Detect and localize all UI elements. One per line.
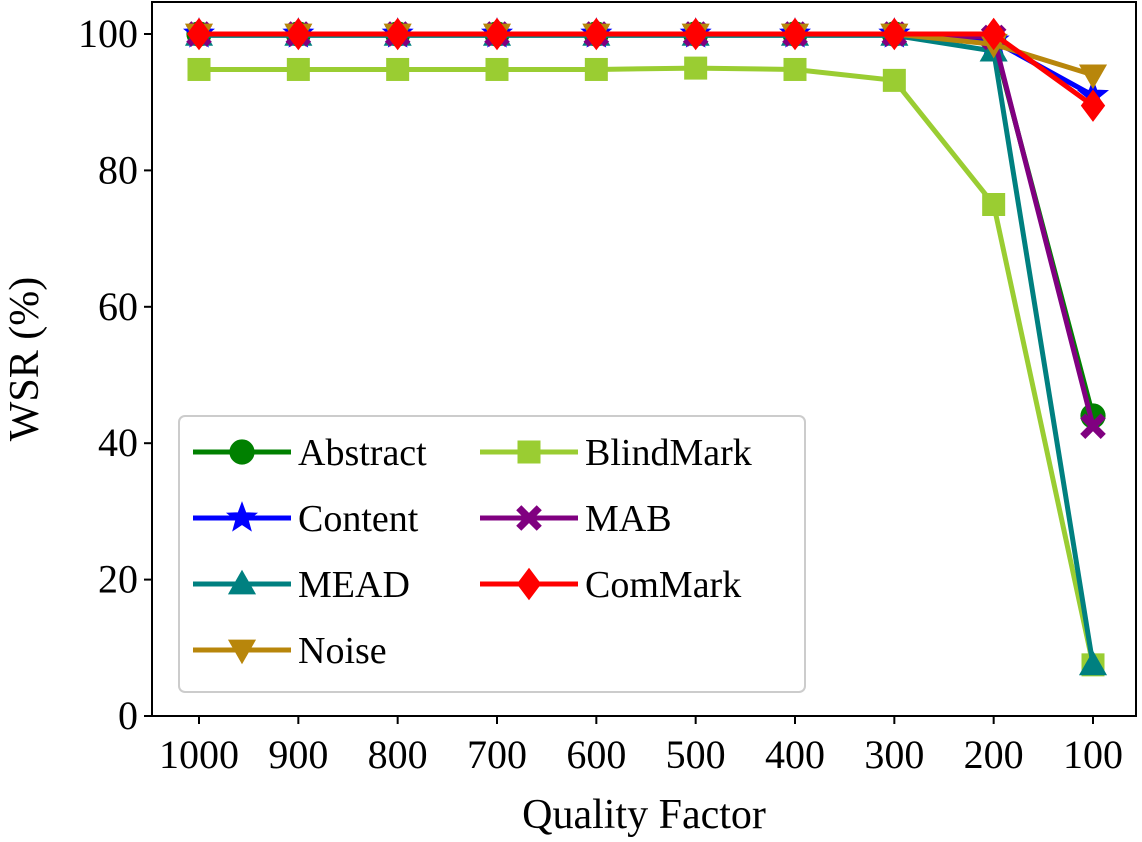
legend-item-mab: MAB <box>480 498 672 540</box>
legend-marker-blindmark <box>517 440 541 464</box>
legend-item-content: Content <box>193 498 419 540</box>
x-axis-label: Quality Factor <box>522 792 766 838</box>
y-tick-label: 100 <box>78 11 138 56</box>
y-tick-label: 20 <box>98 557 138 602</box>
series-commark <box>186 17 1106 122</box>
y-tick-label: 40 <box>98 420 138 465</box>
data-point-blindmark <box>783 57 807 81</box>
data-point-commark <box>286 17 311 51</box>
data-point-commark <box>186 17 212 51</box>
data-point-commark <box>584 17 609 51</box>
data-point-noise <box>1078 64 1108 90</box>
data-point-blindmark <box>485 57 509 81</box>
legend-marker-content <box>225 501 259 532</box>
x-tick-label: 900 <box>268 732 328 777</box>
legend-item-abstract: Abstract <box>193 432 427 474</box>
data-point-commark <box>981 17 1006 51</box>
legend-label: Abstract <box>298 432 427 474</box>
legend-item-commark: ComMark <box>480 564 741 606</box>
data-point-commark <box>385 17 410 51</box>
legend-marker-commark <box>516 567 542 601</box>
y-tick-label: 0 <box>118 693 138 738</box>
legend-marker-abstract <box>229 439 255 465</box>
legend-label: ComMark <box>585 564 741 606</box>
x-tick-label: 1000 <box>159 732 239 777</box>
x-tick-label: 500 <box>666 732 726 777</box>
data-point-blindmark <box>982 193 1006 216</box>
y-tick-label: 60 <box>98 284 138 329</box>
x-tick-label: 400 <box>765 732 825 777</box>
legend-label: MAB <box>585 498 672 540</box>
data-point-blindmark <box>584 57 608 81</box>
data-point-commark <box>1080 89 1106 122</box>
legend-item-mead: MEAD <box>193 564 410 606</box>
data-point-commark <box>782 17 808 51</box>
legend-label: Noise <box>298 630 387 672</box>
axis-ticks: 1000 900 800 700 600 500 400 300 200 100020406080… <box>78 11 1123 777</box>
y-axis-label: WSR (%) <box>2 277 48 441</box>
legend-marker-mab <box>516 505 542 531</box>
data-point-mead <box>1078 650 1108 676</box>
data-point-blindmark <box>286 57 310 81</box>
x-tick-label: 300 <box>864 732 924 777</box>
plot-frame <box>151 1 1137 717</box>
data-point-mab <box>1080 413 1106 439</box>
series-line-abstract <box>199 31 1096 417</box>
series-mab <box>186 21 1106 439</box>
legend: Abstract Content MEAD Noise BlindMark MAB ComM… <box>178 415 806 693</box>
y-tick-label: 80 <box>98 147 138 192</box>
series-line-commark <box>199 31 1095 108</box>
data-point-blindmark <box>386 57 410 81</box>
series-abstract <box>186 21 1106 429</box>
legend-label: Content <box>298 498 419 540</box>
x-tick-label: 800 <box>368 732 428 777</box>
legend-marker-noise <box>227 639 257 665</box>
data-point-commark <box>882 17 907 51</box>
x-tick-label: 700 <box>467 732 527 777</box>
x-tick-label: 600 <box>566 732 626 777</box>
series-layer <box>182 17 1110 677</box>
legend-label: BlindMark <box>585 432 752 474</box>
data-point-blindmark <box>684 56 708 80</box>
legend-item-noise: Noise <box>193 630 387 672</box>
data-point-blindmark <box>882 68 906 92</box>
legend-label: MEAD <box>298 564 410 606</box>
legend-item-blindmark: BlindMark <box>480 432 752 474</box>
data-point-commark <box>484 17 510 51</box>
data-point-commark <box>683 17 708 51</box>
legend-marker-mead <box>227 569 257 595</box>
series-line-blindmark <box>199 65 1096 666</box>
data-point-blindmark <box>187 57 211 81</box>
x-tick-label: 100 <box>1063 732 1123 777</box>
series-line-mab <box>199 31 1096 427</box>
legend-box <box>178 415 806 693</box>
x-tick-label: 200 <box>964 732 1024 777</box>
